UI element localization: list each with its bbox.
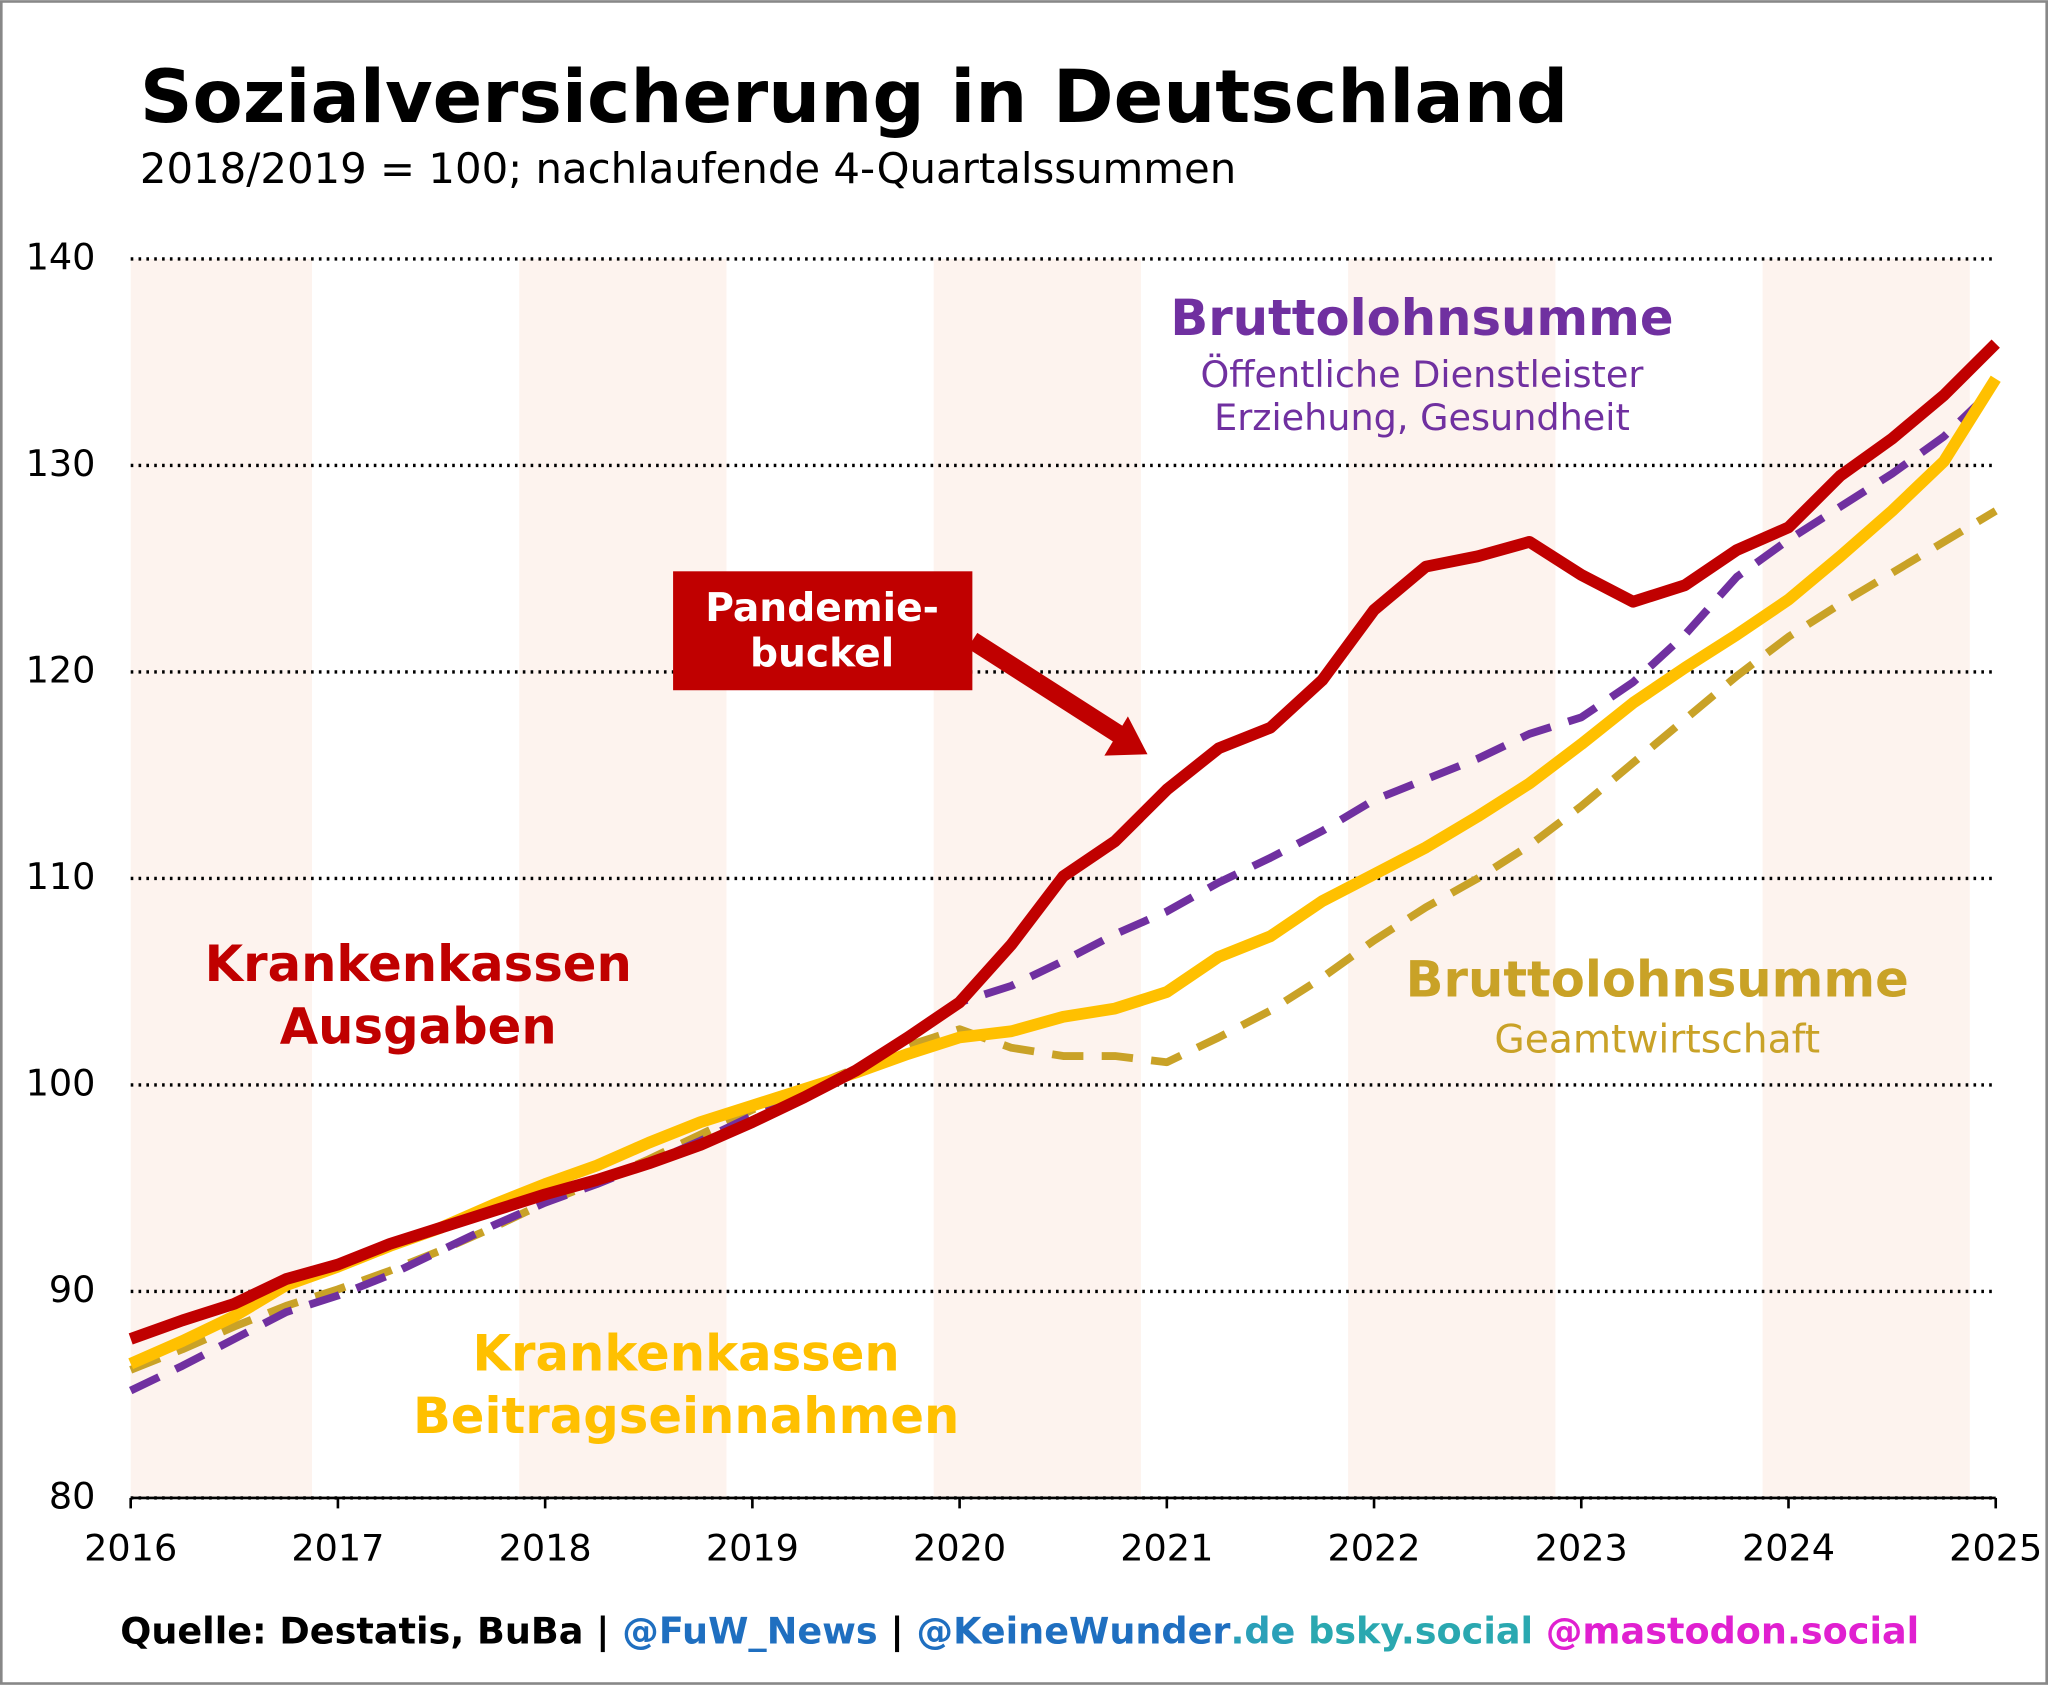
x-tick-label: 2025: [1949, 1527, 2042, 1570]
annotation-arrow: [967, 632, 1127, 744]
footer-segment: @KeineWunder: [917, 1609, 1231, 1652]
y-tick-label: 120: [26, 648, 96, 691]
y-tick-label: 80: [49, 1474, 96, 1517]
x-tick-label: 2020: [913, 1527, 1006, 1570]
series-label: Krankenkassen: [473, 1324, 900, 1382]
series-label: Beitragseinnahmen: [413, 1387, 959, 1445]
series-line: [129, 507, 1998, 1374]
series-label: Ausgaben: [280, 998, 557, 1056]
x-tick-label: 2024: [1742, 1527, 1835, 1570]
series-label: Krankenkassen: [205, 935, 632, 993]
y-tick-label: 130: [26, 442, 96, 485]
footer-segment: |: [878, 1609, 917, 1653]
x-tick-label: 2023: [1535, 1527, 1628, 1570]
x-tick-label: 2022: [1327, 1527, 1420, 1570]
x-tick-label: 2017: [291, 1527, 384, 1570]
series-label: Bruttolohnsumme: [1406, 950, 1909, 1008]
footer: Quelle: Destatis, BuBa | @FuW_News | @Ke…: [120, 1609, 1919, 1653]
series-label: Öffentliche Dienstleister: [1200, 353, 1644, 396]
shaded-period: [933, 258, 1141, 1498]
footer-segment: .de: [1230, 1609, 1295, 1652]
y-tick-label: 110: [26, 855, 96, 898]
chart-title: Sozialversicherung in Deutschland: [140, 55, 1568, 140]
series-line: [128, 339, 2000, 1345]
footer-segment: Quelle: Destatis, BuBa |: [120, 1609, 622, 1653]
y-tick-label: 90: [49, 1268, 96, 1311]
annotation-box: [673, 571, 973, 691]
series-label: Erziehung, Gesundheit: [1214, 396, 1630, 439]
annotation-text: buckel: [750, 632, 894, 677]
footer-segment: bsky.social: [1295, 1609, 1533, 1652]
footer-segment: @FuW_News: [622, 1609, 877, 1652]
shaded-period: [519, 258, 727, 1498]
annotation-arrowhead: [1104, 716, 1148, 756]
y-tick-label: 100: [26, 1061, 96, 1104]
series-label: Geamtwirtschaft: [1494, 1017, 1820, 1062]
y-tick-label: 140: [26, 235, 96, 278]
annotation-text: Pandemie-: [705, 586, 939, 631]
x-tick-label: 2021: [1120, 1527, 1213, 1570]
footer-segment: @mastodon.social: [1533, 1609, 1919, 1652]
chart-subtitle: 2018/2019 = 100; nachlaufende 4-Quartals…: [140, 144, 1236, 193]
x-tick-label: 2019: [706, 1527, 799, 1570]
x-tick-label: 2016: [84, 1527, 177, 1570]
x-tick-label: 2018: [499, 1527, 592, 1570]
series-label: Bruttolohnsumme: [1170, 289, 1673, 347]
